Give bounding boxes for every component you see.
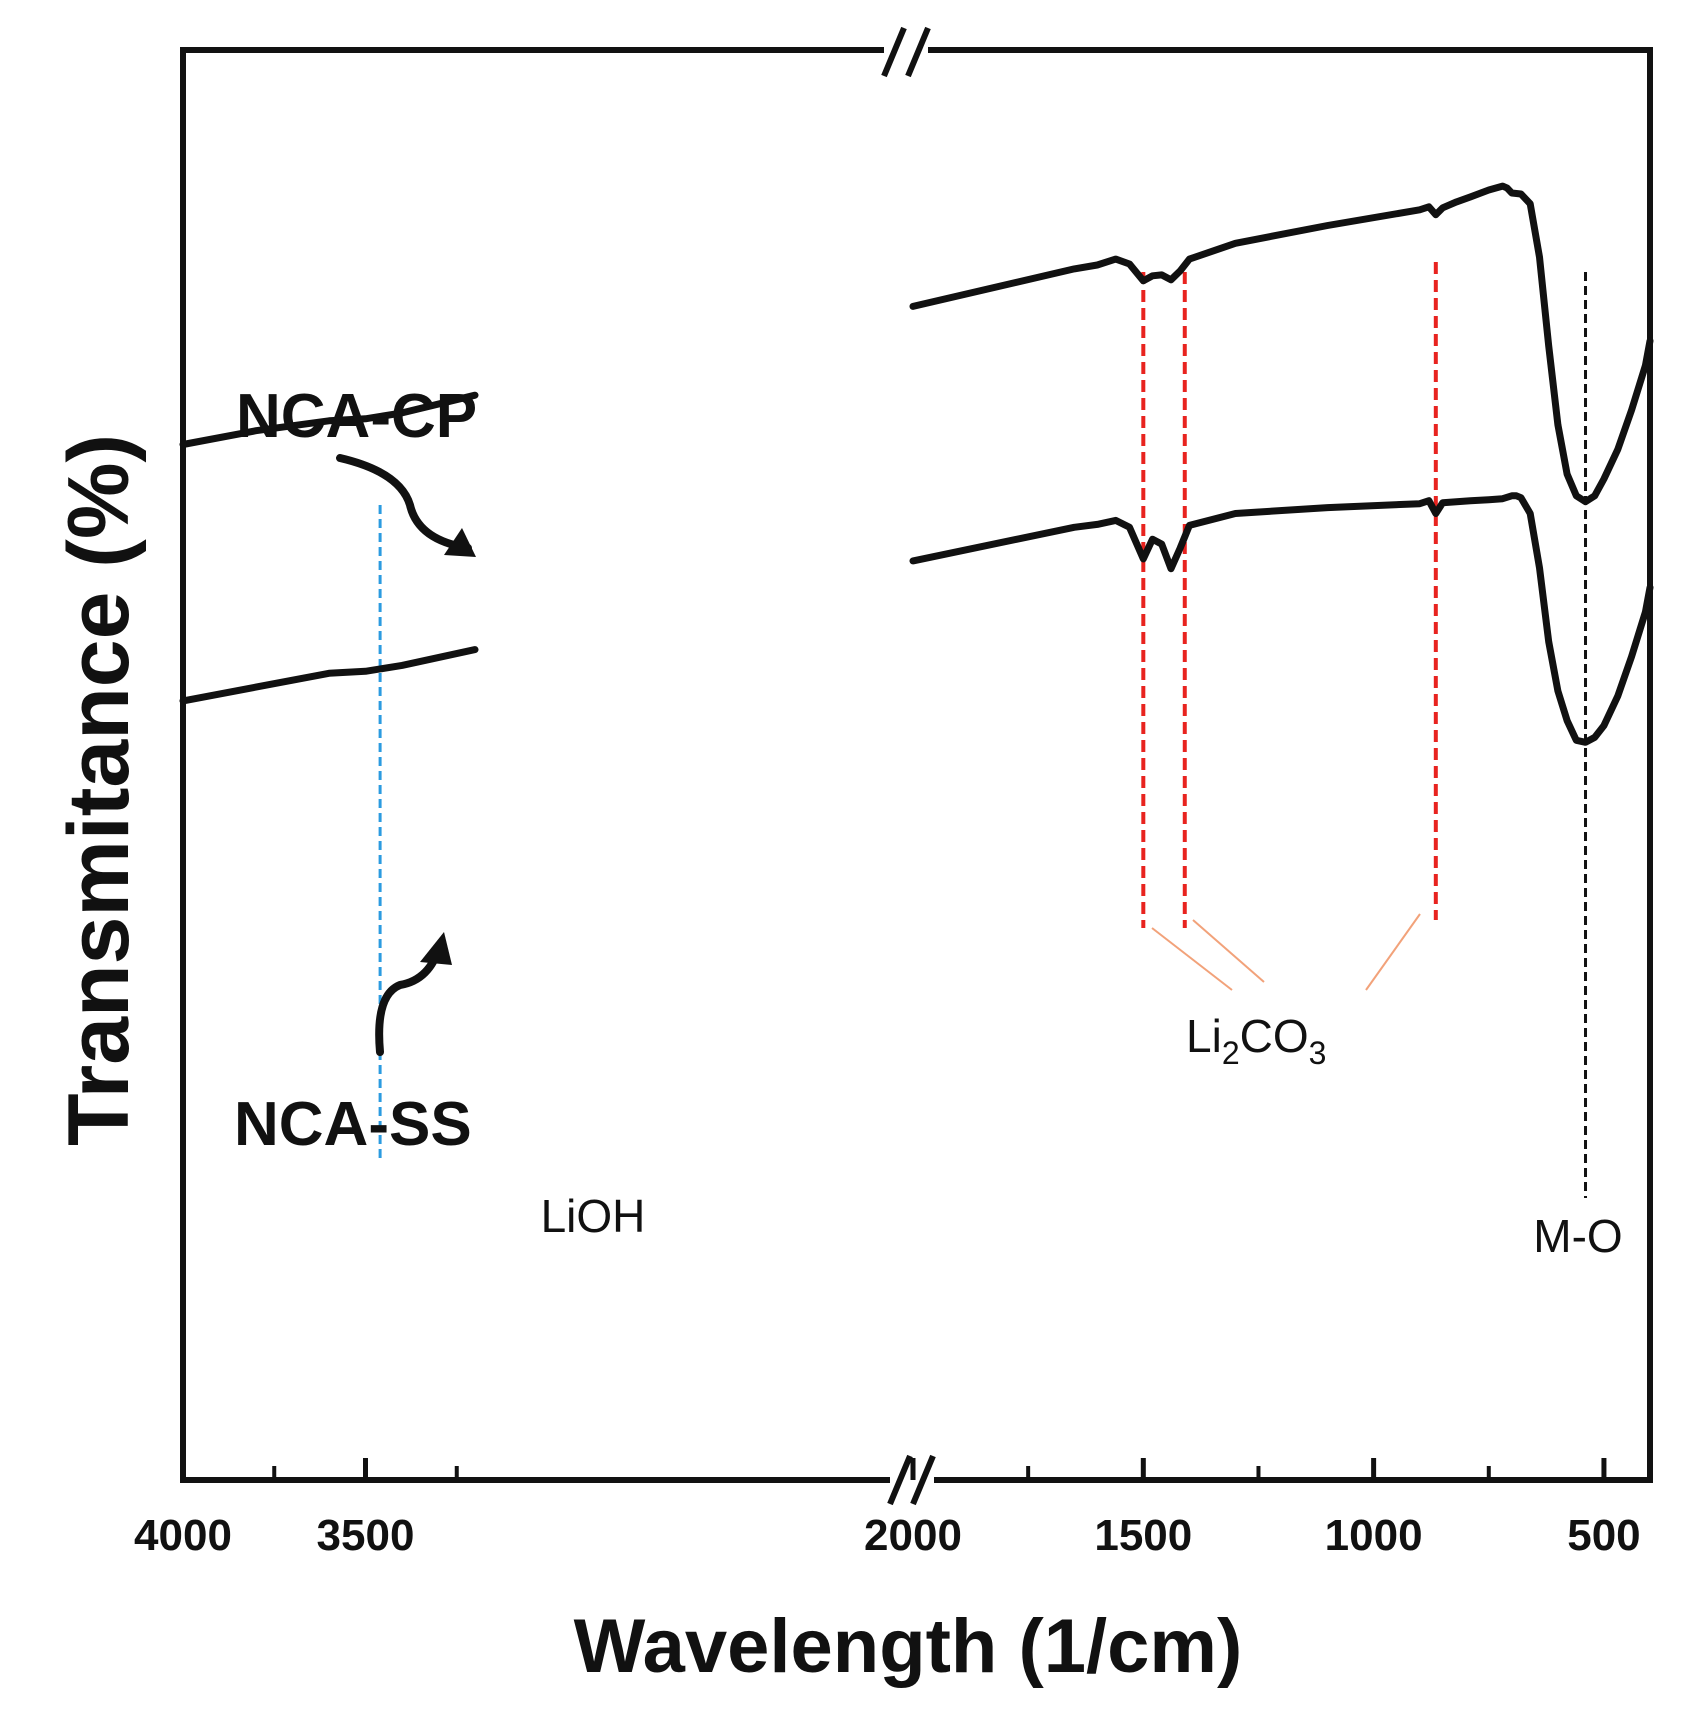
axis-break-mark-top-2	[905, 26, 931, 78]
tick-label-4000: 4000	[134, 1511, 232, 1560]
reference-lines	[378, 262, 1588, 1198]
series-line-nca-cp-high	[179, 391, 479, 448]
li2co3-leaders	[1151, 913, 1421, 991]
li2co3-leader-2	[1192, 919, 1265, 983]
li2co3-co: CO	[1240, 1010, 1309, 1062]
tick-label-500: 500	[1567, 1511, 1640, 1560]
series-lines	[179, 182, 1654, 746]
x-tick-labels: 4000 3500 2000 1500 1000 500	[134, 1511, 1641, 1560]
axis-break-mark-bottom-1	[887, 1454, 913, 1506]
axis-break-mark-bottom-2	[910, 1454, 936, 1506]
x-ticks	[180, 1458, 1607, 1480]
li2co3-sub-3: 3	[1309, 1035, 1327, 1071]
annotation-lioh: LiOH	[541, 1190, 646, 1242]
plot-frame	[180, 47, 1653, 1483]
series-line-nca-ss-high	[179, 646, 479, 705]
axis-break-mark-top-1	[881, 26, 907, 78]
li2co3-li: Li	[1186, 1010, 1222, 1062]
x-axis-title: Wavelength (1/cm)	[574, 1604, 1243, 1689]
arrow-nca-cp	[336, 454, 476, 557]
arrow-nca-ss	[375, 932, 452, 1056]
li2co3-leader-1	[1151, 927, 1233, 991]
series-label-nca-ss: NCA-SS	[234, 1090, 472, 1159]
tick-label-2000: 2000	[864, 1511, 962, 1560]
y-axis-title: Transmitance (%)	[51, 434, 147, 1146]
series-line-nca-ss-low	[909, 492, 1654, 746]
series-label-nca-cp: NCA-CP	[236, 382, 477, 451]
tick-label-1500: 1500	[1094, 1511, 1192, 1560]
li2co3-sub-2: 2	[1222, 1035, 1240, 1071]
tick-label-1000: 1000	[1325, 1511, 1423, 1560]
li2co3-leader-3	[1365, 913, 1421, 991]
arrow-head-nca-cp	[444, 528, 476, 557]
annotation-m-o: M-O	[1533, 1210, 1622, 1262]
annotation-li2co3: Li2CO3	[1186, 1010, 1326, 1071]
arrow-head-nca-ss	[420, 932, 452, 965]
tick-label-3500: 3500	[317, 1511, 415, 1560]
series-line-nca-cp-low	[909, 182, 1654, 506]
